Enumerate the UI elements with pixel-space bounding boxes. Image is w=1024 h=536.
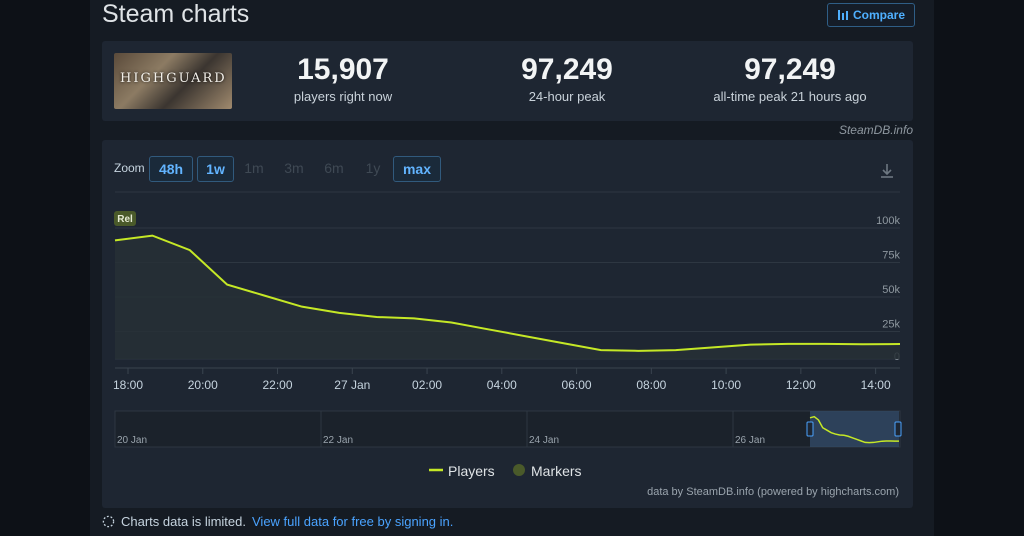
sign-in-link[interactable]: View full data for free by signing in.: [252, 514, 454, 529]
y-tick-label: 50k: [882, 284, 900, 296]
download-icon[interactable]: [878, 162, 896, 180]
x-tick-label: 22:00: [263, 378, 293, 392]
x-tick-label: 10:00: [711, 378, 741, 392]
x-tick-label: 02:00: [412, 378, 442, 392]
y-tick-label: 75k: [882, 250, 900, 262]
steamdb-source-label: SteamDB.info: [838, 123, 913, 137]
y-tick-label: 25k: [882, 319, 900, 331]
footnote: Charts data is limited. View full data f…: [102, 514, 453, 529]
zoom-1m-button[interactable]: 1m: [244, 160, 264, 176]
zoom-max-button[interactable]: max: [393, 156, 441, 182]
navigator-handle[interactable]: [894, 421, 902, 437]
stat-label: 24-hour peak: [528, 89, 606, 104]
footnote-text: Charts data is limited.: [121, 514, 246, 529]
navigator-track: [114, 410, 901, 448]
legend-markers-label[interactable]: Markers: [531, 463, 582, 479]
release-marker: [114, 211, 136, 226]
release-marker-label: Rel: [117, 214, 133, 225]
x-tick-label: 08:00: [636, 378, 666, 392]
x-tick-label: 20:00: [188, 378, 218, 392]
zoom-label: Zoom: [114, 161, 145, 175]
stat-label: players right now: [293, 89, 393, 104]
page-title: Steam charts: [102, 0, 250, 28]
x-tick-label: 06:00: [562, 378, 592, 392]
navigator-line: [809, 415, 900, 444]
navigator-handle[interactable]: [806, 421, 814, 437]
stat-label: all-time peak 21 hours ago: [713, 89, 867, 104]
navigator-date-label: 20 Jan: [117, 435, 147, 446]
stat-current-players: 15,907 players right now: [272, 53, 414, 104]
stat-value: 97,249: [744, 53, 836, 86]
y-tick-label: 100k: [876, 215, 900, 227]
compare-button[interactable]: Compare: [827, 3, 915, 27]
game-thumbnail[interactable]: HIGHGUARD: [114, 53, 232, 109]
loading-spinner-icon: [102, 515, 115, 528]
navigator-date-label: 24 Jan: [529, 435, 559, 446]
players-line: [114, 234, 901, 352]
zoom-1y-button[interactable]: 1y: [365, 160, 381, 176]
x-tick-label: 14:00: [861, 378, 891, 392]
navigator-date-label: 22 Jan: [323, 435, 353, 446]
x-tick-label: 18:00: [113, 378, 143, 392]
compare-icon: [837, 10, 848, 20]
stat-value: 15,907: [297, 53, 389, 86]
stat-24h-peak: 97,249 24-hour peak: [492, 53, 642, 104]
x-tick-label: 27 Jan: [334, 378, 370, 392]
x-tick-label: 04:00: [487, 378, 517, 392]
navigator-date-label: 26 Jan: [735, 435, 765, 446]
compare-button-label: Compare: [852, 8, 905, 22]
zoom-3m-button[interactable]: 3m: [284, 160, 304, 176]
legend-players-label[interactable]: Players: [448, 463, 495, 479]
zoom-1w-button[interactable]: 1w: [197, 156, 234, 182]
players-area: [115, 235, 900, 359]
game-logo-text: HIGHGUARD: [120, 71, 227, 86]
x-tick-label: 12:00: [786, 378, 816, 392]
legend-markers-swatch: [513, 464, 525, 476]
stats-panel: HIGHGUARD 15,907 players right now 97,24…: [102, 41, 913, 121]
zoom-48h-button[interactable]: 48h: [149, 156, 193, 182]
chart-credits: data by SteamDB.info (powered by highcha…: [647, 486, 899, 498]
zoom-6m-button[interactable]: 6m: [324, 160, 344, 176]
stat-alltime-peak: 97,249 all-time peak 21 hours ago: [702, 53, 878, 104]
stat-value: 97,249: [521, 53, 613, 86]
